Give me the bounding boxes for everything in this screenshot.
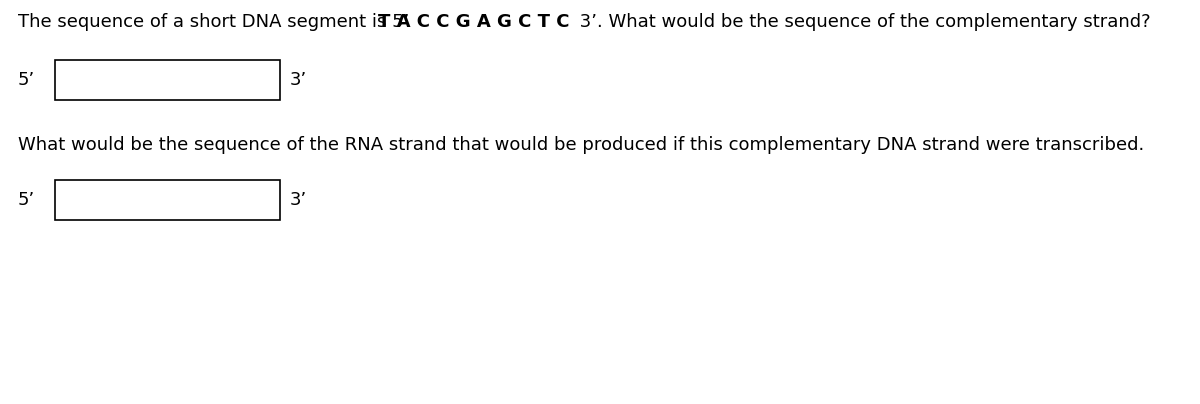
Text: 3’: 3’	[290, 71, 307, 89]
Text: 5’: 5’	[18, 191, 35, 209]
Text: What would be the sequence of the RNA strand that would be produced if this comp: What would be the sequence of the RNA st…	[18, 136, 1145, 154]
Text: 5’: 5’	[18, 71, 35, 89]
Text: 3’: 3’	[290, 191, 307, 209]
Bar	[55, 60, 280, 100]
Bar	[55, 180, 280, 220]
Text: T A C C G A G C T C: T A C C G A G C T C	[378, 13, 570, 31]
Text: 3’. What would be the sequence of the complementary strand?: 3’. What would be the sequence of the co…	[574, 13, 1151, 31]
Text: The sequence of a short DNA segment is 5’: The sequence of a short DNA segment is 5…	[18, 13, 415, 31]
